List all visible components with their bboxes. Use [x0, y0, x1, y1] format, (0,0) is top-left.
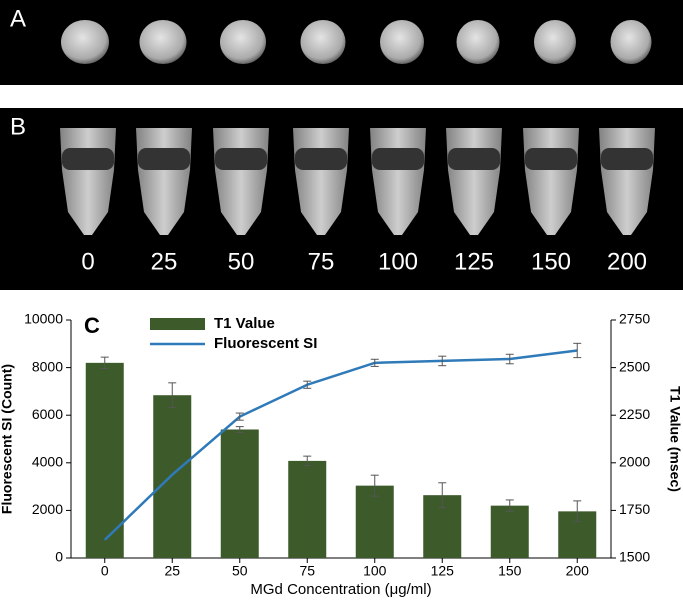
error-bar: [505, 353, 514, 365]
concentration-label: 75: [308, 248, 335, 275]
phantom: [610, 20, 652, 64]
concentration-label: 125: [454, 248, 494, 275]
x-tick-label: 75: [299, 563, 315, 579]
error-bar: [573, 342, 582, 359]
x-tick-label: 200: [566, 563, 590, 579]
tube-cap: [215, 148, 267, 170]
phantom: [300, 20, 346, 64]
concentration-label: 25: [151, 248, 178, 275]
y2-tick-label: 2250: [619, 406, 650, 422]
line: [103, 349, 578, 541]
x-tick-label: 125: [431, 563, 455, 579]
tube-cap: [138, 148, 190, 170]
phantom: [380, 20, 424, 64]
error-bar: [573, 500, 582, 523]
y-tick-label: 10000: [24, 311, 63, 327]
phantom: [139, 20, 187, 64]
phantom: [534, 20, 576, 64]
error-bar: [168, 382, 177, 409]
concentration-label: 150: [531, 248, 571, 275]
y2-tick-label: 1750: [619, 501, 650, 517]
error-bar: [303, 380, 312, 389]
error-bar: [370, 358, 379, 367]
error-bar: [370, 474, 379, 497]
x-tick-label: 150: [498, 563, 522, 579]
tube-cap: [525, 148, 577, 170]
error-bar: [438, 482, 447, 509]
error-bar: [505, 499, 514, 512]
y-tick-label: 2000: [32, 501, 63, 517]
legend-label: Fluorescent SI: [214, 335, 317, 352]
legend-swatch: [150, 318, 205, 330]
bar: [355, 485, 394, 558]
tube-cap: [62, 148, 114, 170]
concentration-label: 100: [378, 248, 418, 275]
phantom: [456, 20, 500, 64]
y2-tick-label: 2500: [619, 358, 650, 374]
error-bar: [100, 356, 109, 370]
x-tick-label: 50: [232, 563, 248, 579]
y-tick-label: 6000: [32, 406, 63, 422]
concentration-label: 0: [81, 248, 94, 275]
y2-axis-label: T1 Value (msec): [667, 386, 683, 492]
phantom: [61, 20, 109, 64]
y-tick-label: 0: [55, 549, 63, 565]
bar: [85, 362, 124, 558]
concentration-label: 200: [607, 248, 647, 275]
legend-label: T1 Value: [214, 315, 275, 332]
x-tick-label: 100: [363, 563, 387, 579]
concentration-label: 50: [228, 248, 255, 275]
panel-label: C: [84, 313, 100, 338]
bar: [153, 395, 192, 558]
y2-tick-label: 2000: [619, 454, 650, 470]
x-tick-label: 25: [164, 563, 180, 579]
tube-cap: [601, 148, 653, 170]
error-bar: [235, 426, 244, 433]
x-tick-label: 0: [101, 563, 109, 579]
y-tick-label: 4000: [32, 454, 63, 470]
y-tick-label: 8000: [32, 358, 63, 374]
phantom: [220, 20, 266, 64]
y2-tick-label: 1500: [619, 549, 650, 565]
panel-label: A: [10, 5, 26, 32]
error-bar: [438, 355, 447, 367]
y-axis-label: Fluorescent SI (Count): [0, 364, 15, 514]
error-bar: [235, 412, 244, 421]
bar: [220, 429, 259, 558]
tube-cap: [372, 148, 424, 170]
x-axis-label: MGd Concentration (μg/ml): [250, 581, 431, 598]
tube-cap: [448, 148, 500, 170]
bar: [490, 505, 529, 558]
panel-label: B: [10, 113, 26, 140]
error-bar: [303, 455, 312, 467]
bar: [288, 460, 327, 558]
y2-tick-label: 2750: [619, 311, 650, 327]
tube-cap: [295, 148, 347, 170]
